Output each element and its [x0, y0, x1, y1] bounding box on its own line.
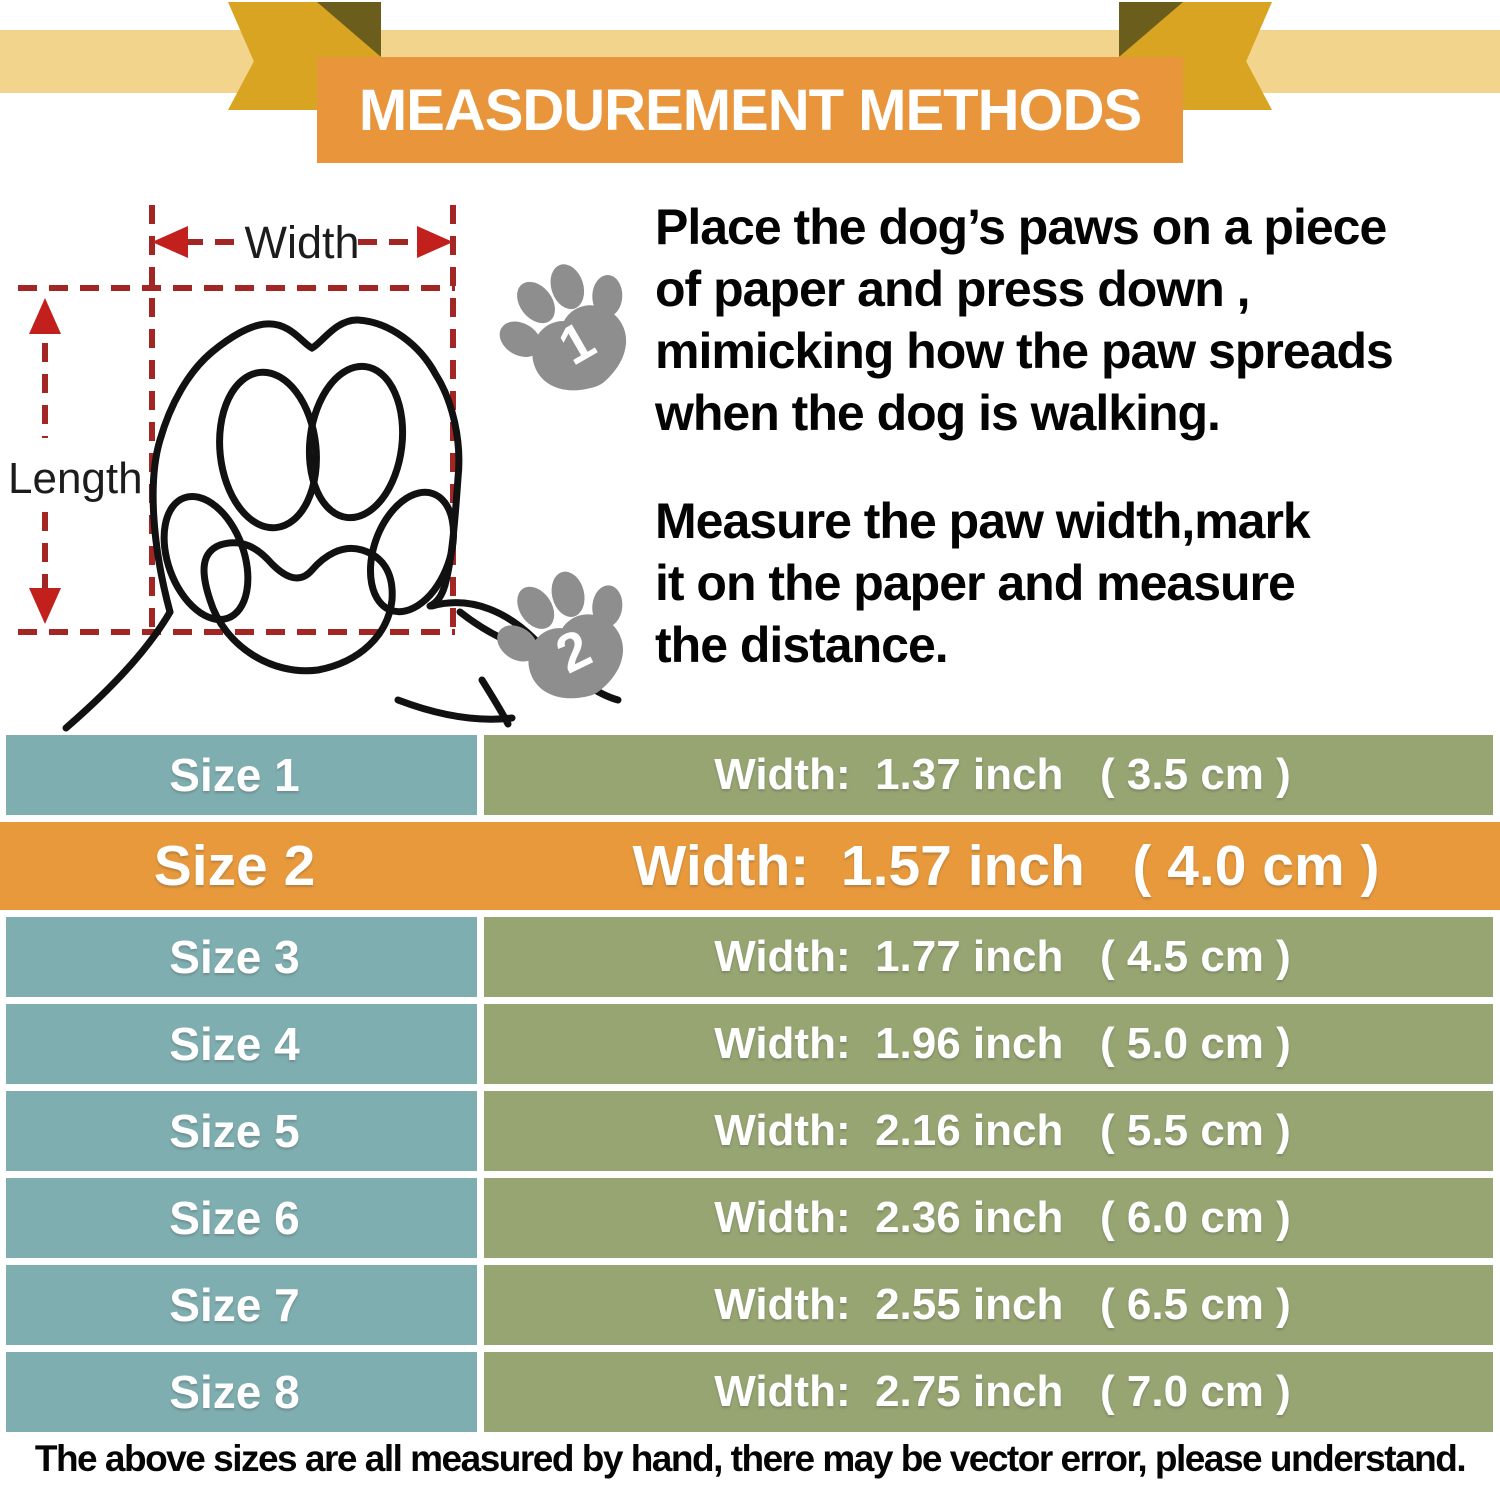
size-cell: Size 6: [6, 1178, 477, 1258]
step2-paw-icon: 2: [497, 571, 623, 699]
width-cell: Width: 1.77 inch ( 4.5 cm ): [484, 917, 1493, 997]
width-cell: Width: 2.75 inch ( 7.0 cm ): [484, 1352, 1493, 1432]
size-cell: Size 5: [6, 1091, 477, 1171]
instruction-line: of paper and press down ,: [655, 261, 1251, 317]
instruction-line: Measure the paw width,mark: [655, 493, 1311, 549]
banner-title: MEASDUREMENT METHODS: [317, 57, 1183, 163]
instruction-line: mimicking how the paw spreads: [655, 323, 1394, 379]
table-row: Size 4 Width: 1.96 inch ( 5.0 cm ): [6, 1004, 1493, 1084]
table-row-highlighted: Size 2 Width: 1.57 inch ( 4.0 cm ): [0, 822, 1500, 910]
dashed-measure-lines: [18, 205, 456, 635]
instruction-step2: Measure the paw width,mark it on the pap…: [655, 490, 1500, 676]
table-row: Size 1 Width: 1.37 inch ( 3.5 cm ): [6, 735, 1493, 815]
paw-measurement-diagram: Width Length 1: [8, 205, 627, 732]
size-cell: Size 8: [6, 1352, 477, 1432]
instruction-line: the distance.: [655, 617, 949, 673]
table-row: Size 8 Width: 2.75 inch ( 7.0 cm ): [6, 1352, 1493, 1432]
instruction-line: Place the dog’s paws on a piece: [655, 199, 1387, 255]
width-cell: Width: 2.55 inch ( 6.5 cm ): [484, 1265, 1493, 1345]
table-row: Size 3 Width: 1.77 inch ( 4.5 cm ): [6, 917, 1493, 997]
step1-paw-icon: 1: [499, 264, 627, 391]
table-row: Size 6 Width: 2.36 inch ( 6.0 cm ): [6, 1178, 1493, 1258]
instruction-step1: Place the dog’s paws on a piece of paper…: [655, 196, 1500, 444]
disclaimer-note: The above sizes are all measured by hand…: [34, 1438, 1467, 1479]
width-cell: Width: 1.57 inch ( 4.0 cm ): [632, 834, 1380, 898]
size-cell: Size 2: [153, 834, 316, 898]
length-label: Length: [8, 454, 143, 503]
instruction-line: it on the paper and measure: [655, 555, 1296, 611]
width-cell: Width: 1.96 inch ( 5.0 cm ): [484, 1004, 1493, 1084]
table-row: Size 5 Width: 2.16 inch ( 5.5 cm ): [6, 1091, 1493, 1171]
measure-arrowheads: [29, 226, 453, 624]
table-row: Size 7 Width: 2.55 inch ( 6.5 cm ): [6, 1265, 1493, 1345]
size-cell: Size 4: [6, 1004, 477, 1084]
instruction-line: when the dog is walking.: [655, 385, 1221, 441]
size-table: Size 1 Width: 1.37 inch ( 3.5 cm ) Size …: [0, 735, 1500, 1439]
size-cell: Size 1: [6, 735, 477, 815]
width-cell: Width: 2.16 inch ( 5.5 cm ): [484, 1091, 1493, 1171]
size-cell: Size 7: [6, 1265, 477, 1345]
width-label: Width: [244, 217, 359, 268]
size-cell: Size 3: [6, 917, 477, 997]
width-cell: Width: 1.37 inch ( 3.5 cm ): [484, 735, 1493, 815]
width-cell: Width: 2.36 inch ( 6.0 cm ): [484, 1178, 1493, 1258]
